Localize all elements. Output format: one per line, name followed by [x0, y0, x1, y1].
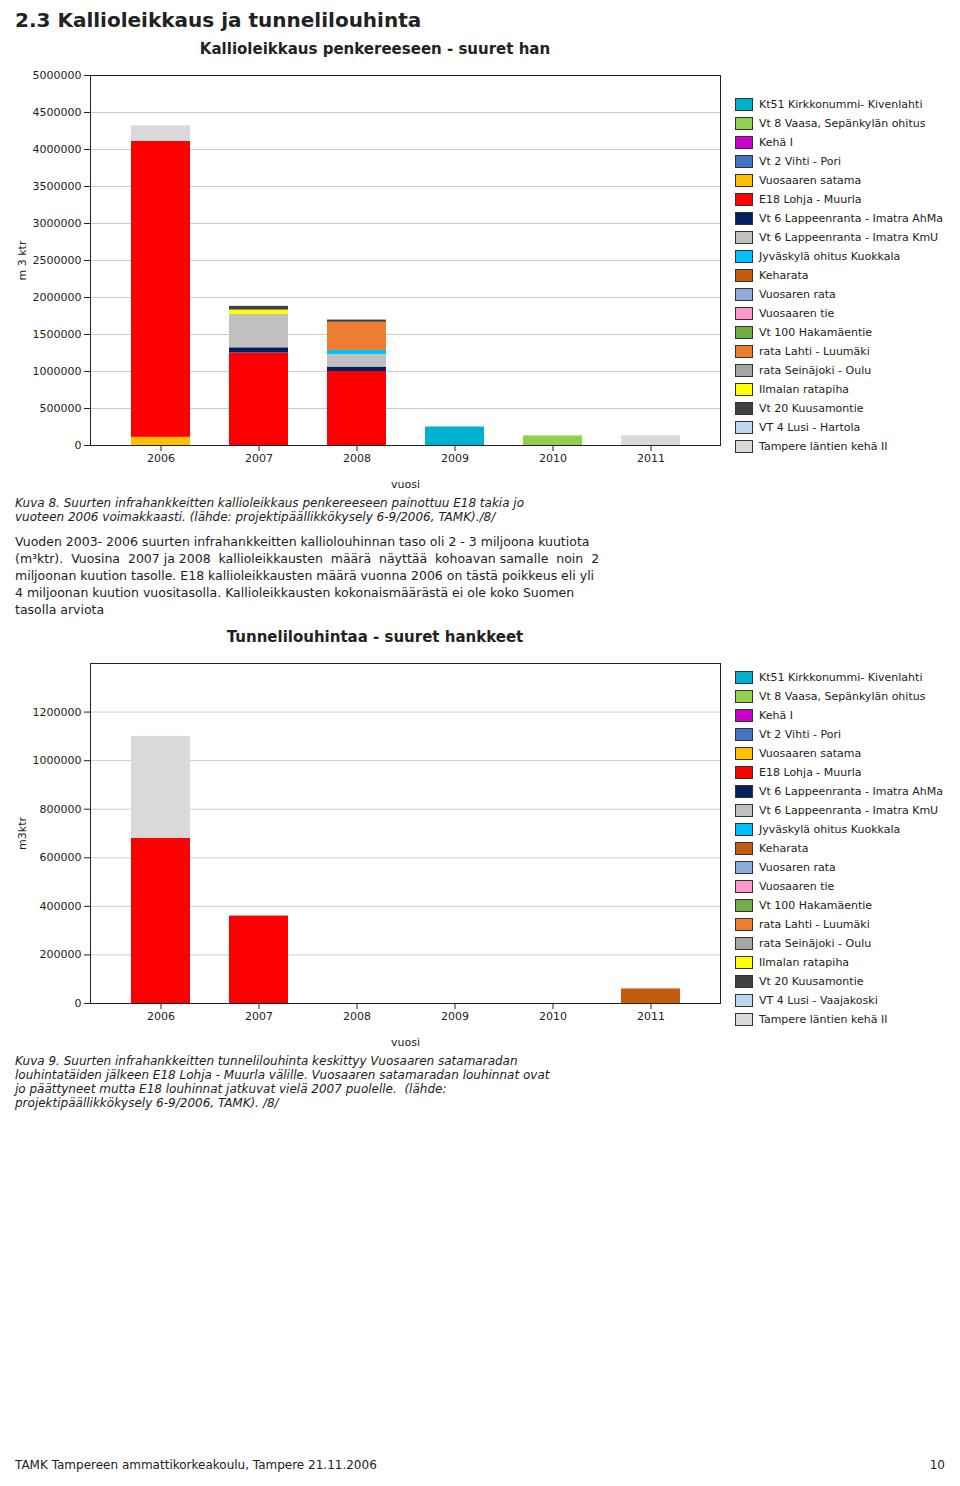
html-text:Vuosaaren satama: Vuosaaren satama	[759, 746, 862, 760]
html-text:2.3 Kallioleikkaus ja tunnelil: 2.3 Kallioleikkaus ja tunnelilouhinta	[15, 8, 422, 32]
html-text:Vt 100 Hakamäentie: Vt 100 Hakamäentie	[759, 898, 873, 912]
svg-text:4500000: 4500000	[33, 106, 82, 119]
html-text:Keharata: Keharata	[759, 841, 809, 855]
html-text:rata Seinäjoki - Oulu: rata Seinäjoki - Oulu	[759, 936, 872, 950]
html-text:rata Seinäjoki - Oulu: rata Seinäjoki - Oulu	[759, 363, 872, 377]
html-text:Tunnelilouhintaa - suuret hank: Tunnelilouhintaa - suuret hankkeet	[226, 628, 524, 647]
svg-text:2007: 2007	[245, 452, 273, 465]
html-text:Vt 20 Kuusamontie: Vt 20 Kuusamontie	[759, 974, 864, 988]
html-text:Ilmalan ratapiha: Ilmalan ratapiha	[759, 955, 850, 969]
html-text:Ilmalan ratapiha: Ilmalan ratapiha	[759, 382, 850, 396]
html-text:Tampere läntien kehä II: Tampere läntien kehä II	[759, 439, 888, 453]
html-text:Vuosaaren tie: Vuosaaren tie	[759, 306, 835, 320]
svg-text:800000: 800000	[40, 803, 82, 816]
svg-text:2500000: 2500000	[33, 254, 82, 267]
html-text:Kt51 Kirkkonummi- Kivenlahti: Kt51 Kirkkonummi- Kivenlahti	[759, 670, 923, 684]
svg-text:2011: 2011	[637, 1011, 665, 1024]
svg-text:2011: 2011	[637, 452, 665, 465]
html-text:Kehä I: Kehä I	[759, 708, 793, 722]
html-text:Vuosaren rata: Vuosaren rata	[759, 287, 836, 301]
html-text:VT 4 Lusi - Vaajakoski: VT 4 Lusi - Vaajakoski	[759, 993, 878, 1007]
html-text:Vuosaaren satama: Vuosaaren satama	[759, 173, 862, 187]
html-text:Vuosaaren tie: Vuosaaren tie	[759, 879, 835, 893]
html-text:Vt 6 Lappeenranta - Imatra KmU: Vt 6 Lappeenranta - Imatra KmU	[759, 230, 939, 244]
html-text:TAMK Tampereen ammattikorkeako: TAMK Tampereen ammattikorkeakoulu, Tampe…	[15, 1458, 377, 1472]
svg-text:600000: 600000	[40, 852, 82, 865]
html-text:Vt 100 Hakamäentie: Vt 100 Hakamäentie	[759, 325, 873, 339]
svg-text:2009: 2009	[441, 452, 469, 465]
html-text:Vt 8 Vaasa, Sepänkylän ohitus: Vt 8 Vaasa, Sepänkylän ohitus	[759, 116, 926, 130]
html-text:Kallioleikkaus penkereeseen -: Kallioleikkaus penkereeseen - suuret han	[199, 40, 551, 58]
svg-text:2007: 2007	[245, 1011, 273, 1024]
svg-text:2009: 2009	[441, 1011, 469, 1024]
html-text:Vt 2 Vihti - Pori: Vt 2 Vihti - Pori	[759, 727, 841, 741]
svg-text:4000000: 4000000	[33, 143, 82, 156]
svg-text:m 3 ktr: m 3 ktr	[16, 240, 29, 280]
svg-text:2010: 2010	[539, 1011, 567, 1024]
svg-text:500000: 500000	[40, 402, 82, 415]
html-text:E18 Lohja - Muurla: E18 Lohja - Muurla	[759, 765, 862, 779]
html-text:Vt 6 Lappeenranta - Imatra AhM: Vt 6 Lappeenranta - Imatra AhMa	[759, 211, 943, 225]
svg-text:1000000: 1000000	[33, 755, 82, 768]
html-text:10: 10	[929, 1458, 945, 1472]
svg-text:5000000: 5000000	[33, 69, 82, 82]
svg-text:vuosi: vuosi	[391, 478, 420, 491]
html-text:Vuosaren rata: Vuosaren rata	[759, 860, 836, 874]
html-text:Jyväskylä ohitus Kuokkala: Jyväskylä ohitus Kuokkala	[759, 249, 901, 263]
html-text:Kt51 Kirkkonummi- Kivenlahti: Kt51 Kirkkonummi- Kivenlahti	[759, 97, 923, 111]
svg-text:2008: 2008	[343, 1011, 371, 1024]
html-text:Jyväskylä ohitus Kuokkala: Jyväskylä ohitus Kuokkala	[759, 822, 901, 836]
svg-text:3500000: 3500000	[33, 180, 82, 193]
svg-text:1500000: 1500000	[33, 328, 82, 341]
html-text:Kuva 8. Suurten infrahankkeitt: Kuva 8. Suurten infrahankkeitten kalliol…	[15, 496, 524, 524]
html-text:Kehä I: Kehä I	[759, 135, 793, 149]
svg-text:2000000: 2000000	[33, 291, 82, 304]
svg-text:2010: 2010	[539, 452, 567, 465]
svg-text:0: 0	[75, 439, 82, 452]
html-text:rata Lahti - Luumäki: rata Lahti - Luumäki	[759, 917, 870, 931]
svg-text:vuosi: vuosi	[391, 1036, 420, 1049]
html-text:Tampere läntien kehä II: Tampere läntien kehä II	[759, 1012, 888, 1026]
html-text:Keharata: Keharata	[759, 268, 809, 282]
html-text:Vt 6 Lappeenranta - Imatra AhM: Vt 6 Lappeenranta - Imatra AhMa	[759, 784, 943, 798]
svg-text:0: 0	[75, 997, 82, 1010]
svg-text:3000000: 3000000	[33, 217, 82, 230]
svg-text:200000: 200000	[40, 949, 82, 962]
html-text:Vt 8 Vaasa, Sepänkylän ohitus: Vt 8 Vaasa, Sepänkylän ohitus	[759, 689, 926, 703]
svg-text:1200000: 1200000	[33, 706, 82, 719]
svg-text:2006: 2006	[147, 1011, 175, 1024]
html-text:rata Lahti - Luumäki: rata Lahti - Luumäki	[759, 344, 870, 358]
html-text:Vt 2 Vihti - Pori: Vt 2 Vihti - Pori	[759, 154, 841, 168]
svg-text:2006: 2006	[147, 452, 175, 465]
html-text:Vt 6 Lappeenranta - Imatra KmU: Vt 6 Lappeenranta - Imatra KmU	[759, 803, 939, 817]
html-text:Vuoden 2003- 2006 suurten infr: Vuoden 2003- 2006 suurten infrahankkeitt…	[15, 534, 600, 617]
html-text:E18 Lohja - Muurla: E18 Lohja - Muurla	[759, 192, 862, 206]
svg-text:1000000: 1000000	[33, 365, 82, 378]
svg-text:400000: 400000	[40, 900, 82, 913]
html-text:VT 4 Lusi - Hartola: VT 4 Lusi - Hartola	[759, 420, 861, 434]
svg-text:m3ktr: m3ktr	[16, 817, 29, 850]
svg-text:2008: 2008	[343, 452, 371, 465]
html-text:Kuva 9. Suurten infrahankkeitt: Kuva 9. Suurten infrahankkeitten tunneli…	[15, 1054, 550, 1111]
html-text:Vt 20 Kuusamontie: Vt 20 Kuusamontie	[759, 401, 864, 415]
